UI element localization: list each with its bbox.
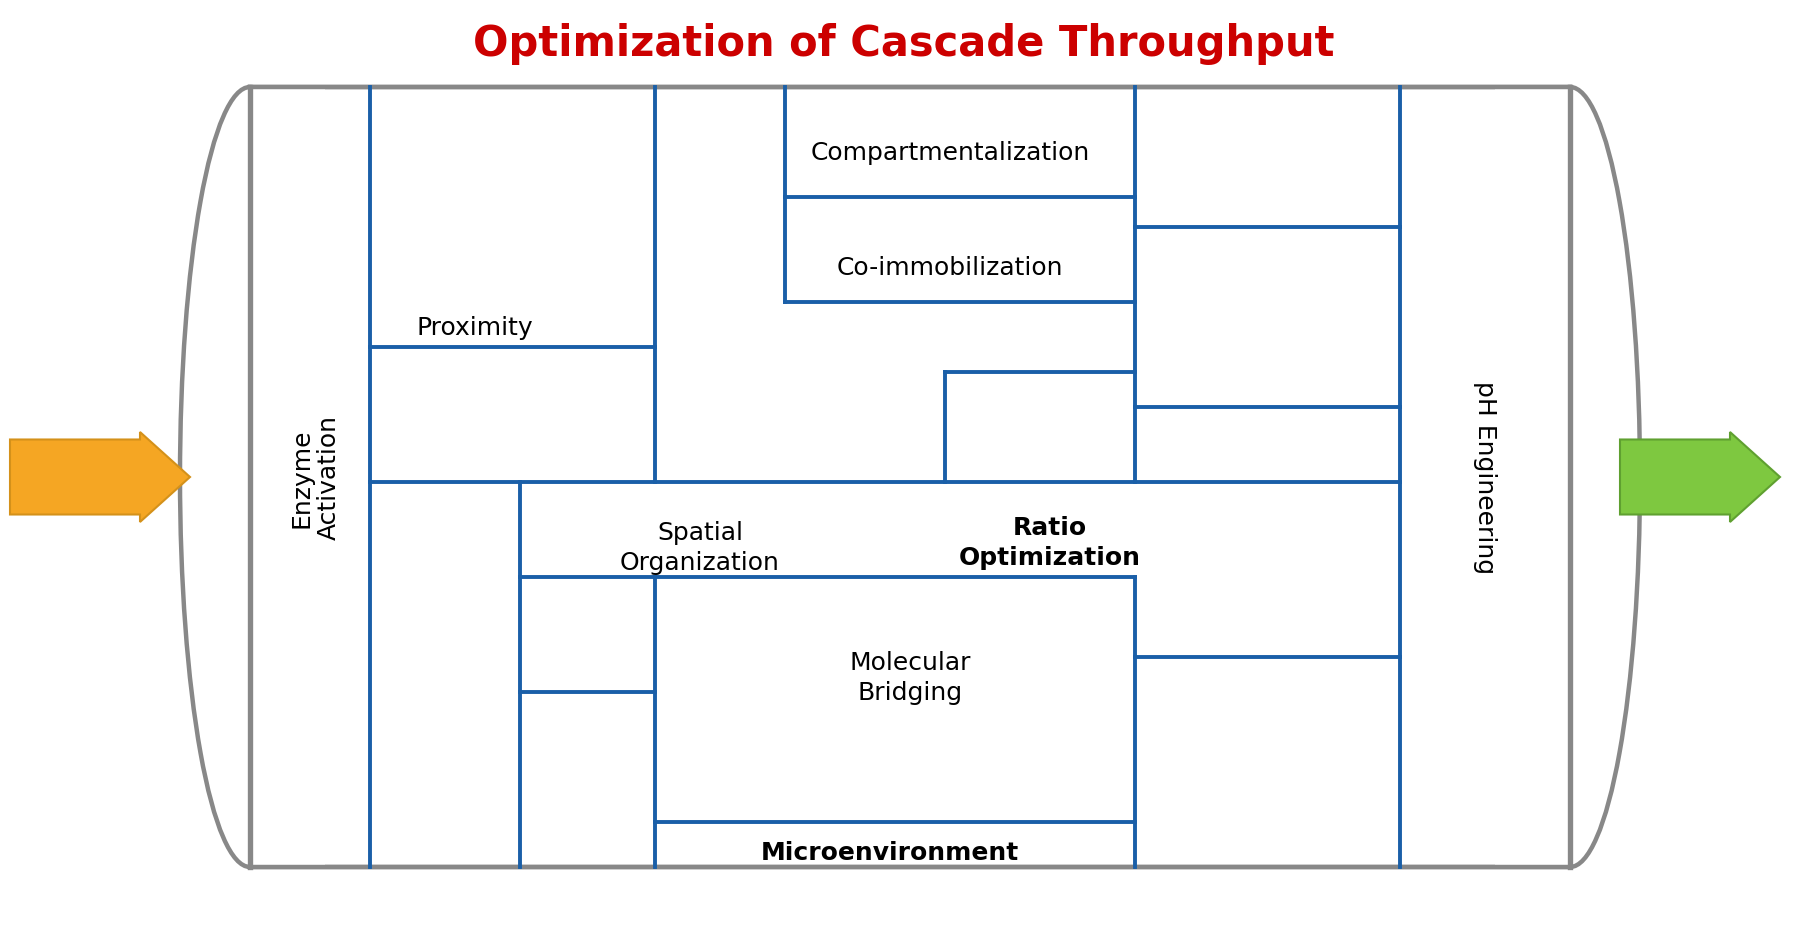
- Bar: [249, 88, 325, 867]
- Text: Molecular
Bridging: Molecular Bridging: [849, 651, 970, 705]
- FancyArrow shape: [11, 433, 190, 523]
- Text: Microenvironment: Microenvironment: [761, 840, 1019, 864]
- Text: Co-immobilization: Co-immobilization: [837, 256, 1063, 280]
- Text: Ratio
Optimization: Ratio Optimization: [958, 515, 1140, 569]
- Text: Enzyme
Activation: Enzyme Activation: [289, 415, 342, 540]
- Text: Compartmentalization: Compartmentalization: [810, 141, 1090, 165]
- Text: Spatial
Organization: Spatial Organization: [620, 521, 779, 574]
- Bar: [249, 88, 1568, 867]
- Text: Optimization of Cascade Throughput: Optimization of Cascade Throughput: [473, 23, 1334, 65]
- Bar: [1494, 88, 1568, 867]
- Ellipse shape: [181, 88, 320, 867]
- Text: pH Engineering: pH Engineering: [1473, 381, 1496, 574]
- Text: Proximity: Proximity: [416, 316, 533, 339]
- Ellipse shape: [1500, 88, 1639, 867]
- FancyArrow shape: [1619, 433, 1780, 523]
